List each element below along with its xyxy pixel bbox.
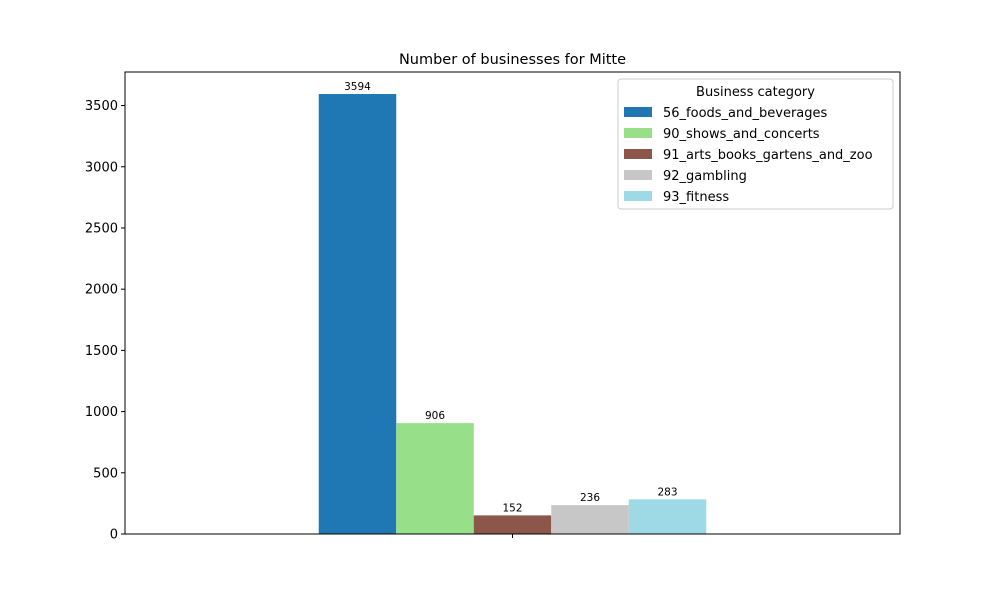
y-tick-label: 2500 xyxy=(85,221,118,236)
bar-93-fitness xyxy=(628,499,707,534)
legend-swatch-92-gambling xyxy=(624,170,652,180)
plot-frame xyxy=(124,71,901,535)
y-tick-label: 500 xyxy=(93,466,118,481)
y-tick-label: 1000 xyxy=(85,405,118,420)
legend-label: 90_shows_and_concerts xyxy=(663,127,820,142)
bar-labels-group: 3594 906 152 236 283 xyxy=(344,81,677,514)
bar-value-label: 906 xyxy=(425,410,445,422)
bar-value-label: 236 xyxy=(580,492,600,504)
legend-title: Business category xyxy=(696,85,815,100)
bar-value-label: 152 xyxy=(502,502,522,514)
bar-56-foods-and-beverages xyxy=(318,94,397,534)
legend-swatch-93-fitness xyxy=(624,191,652,201)
legend-items: 56_foods_and_beverages 90_shows_and_conce… xyxy=(624,106,873,205)
y-tick-label: 0 xyxy=(110,528,118,543)
y-tick-label: 3000 xyxy=(85,160,118,175)
bars-group xyxy=(318,94,707,534)
bar-90-shows-and-concerts xyxy=(396,423,474,534)
legend-label: 93_fitness xyxy=(663,190,729,205)
legend-label: 56_foods_and_beverages xyxy=(663,106,828,121)
legend-swatch-91-arts-books-gartens-and-zoo xyxy=(624,149,652,159)
y-axis: 0 500 1000 1500 2000 2500 3000 3500 xyxy=(85,99,125,543)
legend-swatch-90-shows-and-concerts xyxy=(624,128,652,138)
bar-value-label: 3594 xyxy=(344,81,371,93)
bar-value-label: 283 xyxy=(657,486,677,498)
bar-91-arts-books-gartens-and-zoo xyxy=(473,515,552,534)
chart-title: Number of businesses for Mitte xyxy=(399,52,626,68)
y-tick-label: 3500 xyxy=(85,99,118,114)
y-tick-label: 2000 xyxy=(85,283,118,298)
bar-92-gambling xyxy=(551,505,629,534)
y-tick-label: 1500 xyxy=(85,344,118,359)
legend-label: 92_gambling xyxy=(663,169,747,184)
legend-label: 91_arts_books_gartens_and_zoo xyxy=(663,148,873,163)
legend-box xyxy=(617,78,894,210)
legend: Business category 56_foods_and_beverages… xyxy=(617,78,894,210)
legend-swatch-56-foods-and-beverages xyxy=(624,107,652,117)
